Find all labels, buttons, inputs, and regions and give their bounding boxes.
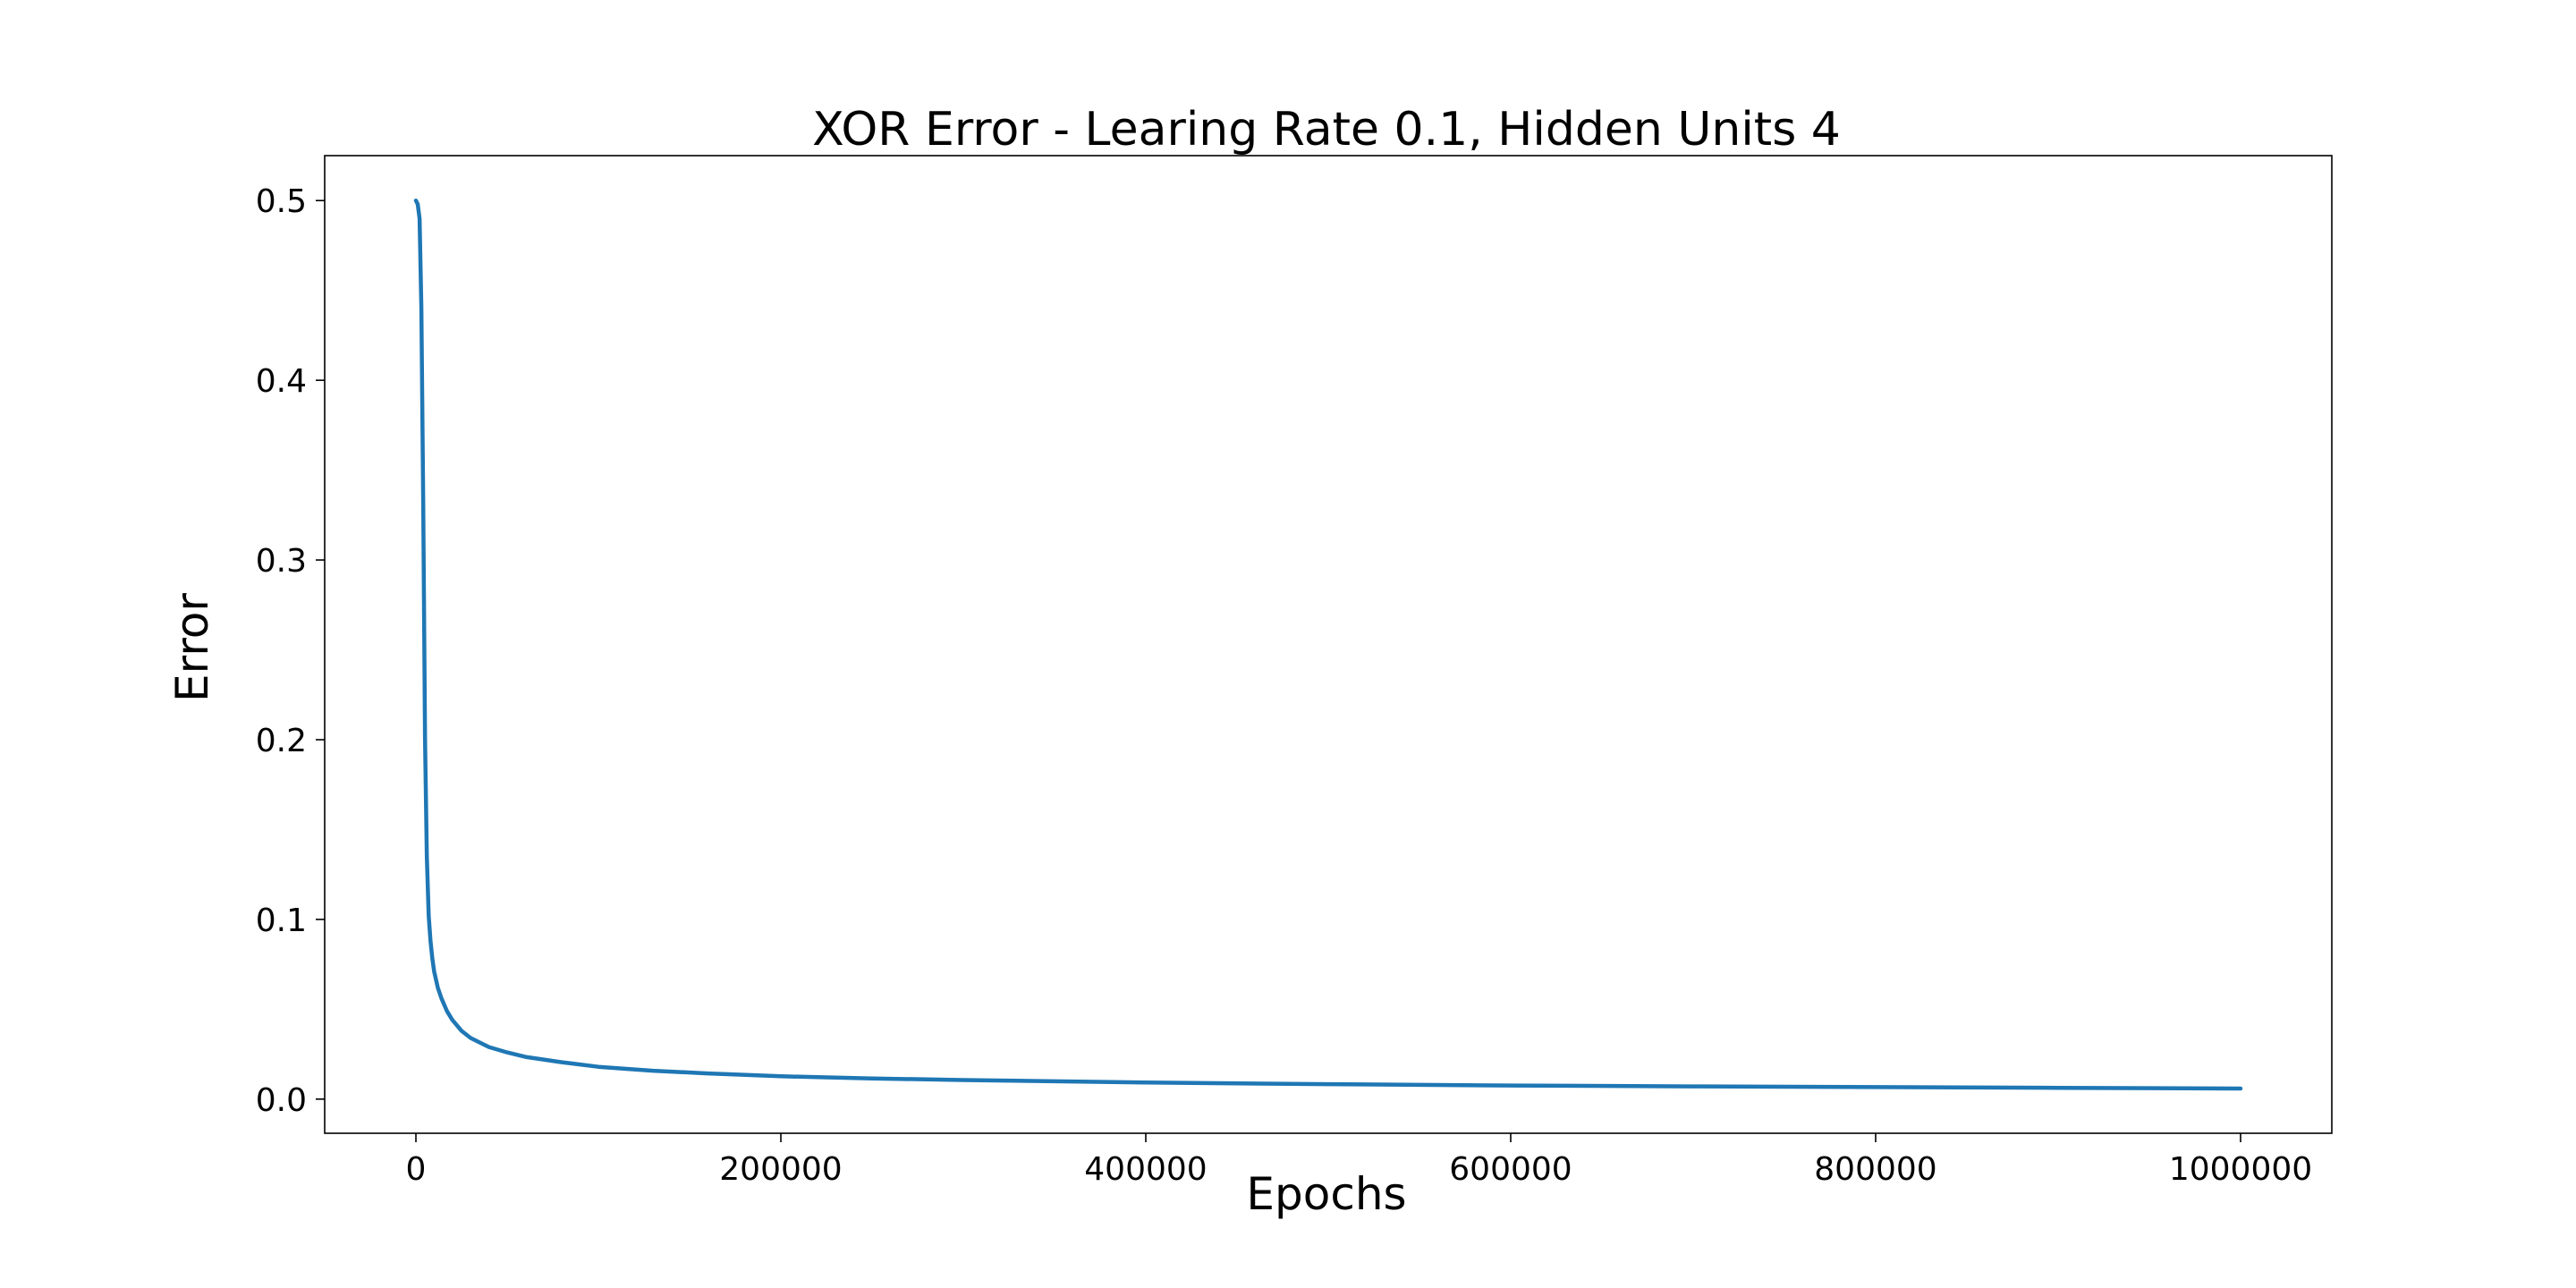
x-tick-label: 800000 (1814, 1151, 1936, 1188)
y-axis-label: Error (166, 593, 218, 702)
plot-area (324, 155, 2333, 1134)
plot-frame (324, 155, 2333, 1134)
y-tick-label: 0.1 (256, 902, 307, 939)
y-tick-label: 0.3 (256, 543, 307, 580)
x-tick-label: 200000 (719, 1151, 842, 1188)
x-tick-label: 400000 (1084, 1151, 1207, 1188)
y-tick-label: 0.0 (256, 1082, 307, 1119)
x-axis-label: Epochs (1246, 1168, 1406, 1220)
x-tick-label: 0 (406, 1151, 427, 1188)
y-tick-label: 0.2 (256, 723, 307, 759)
chart-title: XOR Error - Learing Rate 0.1, Hidden Uni… (812, 103, 1841, 157)
x-tick-label: 1000000 (2169, 1151, 2312, 1188)
y-tick-label: 0.4 (256, 363, 307, 400)
x-axis-ticks: 0 200000 400000 600000 800000 1000000 (406, 1133, 2312, 1188)
error-line-series-0 (413, 198, 2243, 1091)
y-tick-label: 0.5 (256, 183, 307, 220)
y-axis-ticks: 0.0 0.1 0.2 0.3 0.4 0.5 (256, 183, 325, 1119)
x-tick-label: 600000 (1449, 1151, 1572, 1188)
